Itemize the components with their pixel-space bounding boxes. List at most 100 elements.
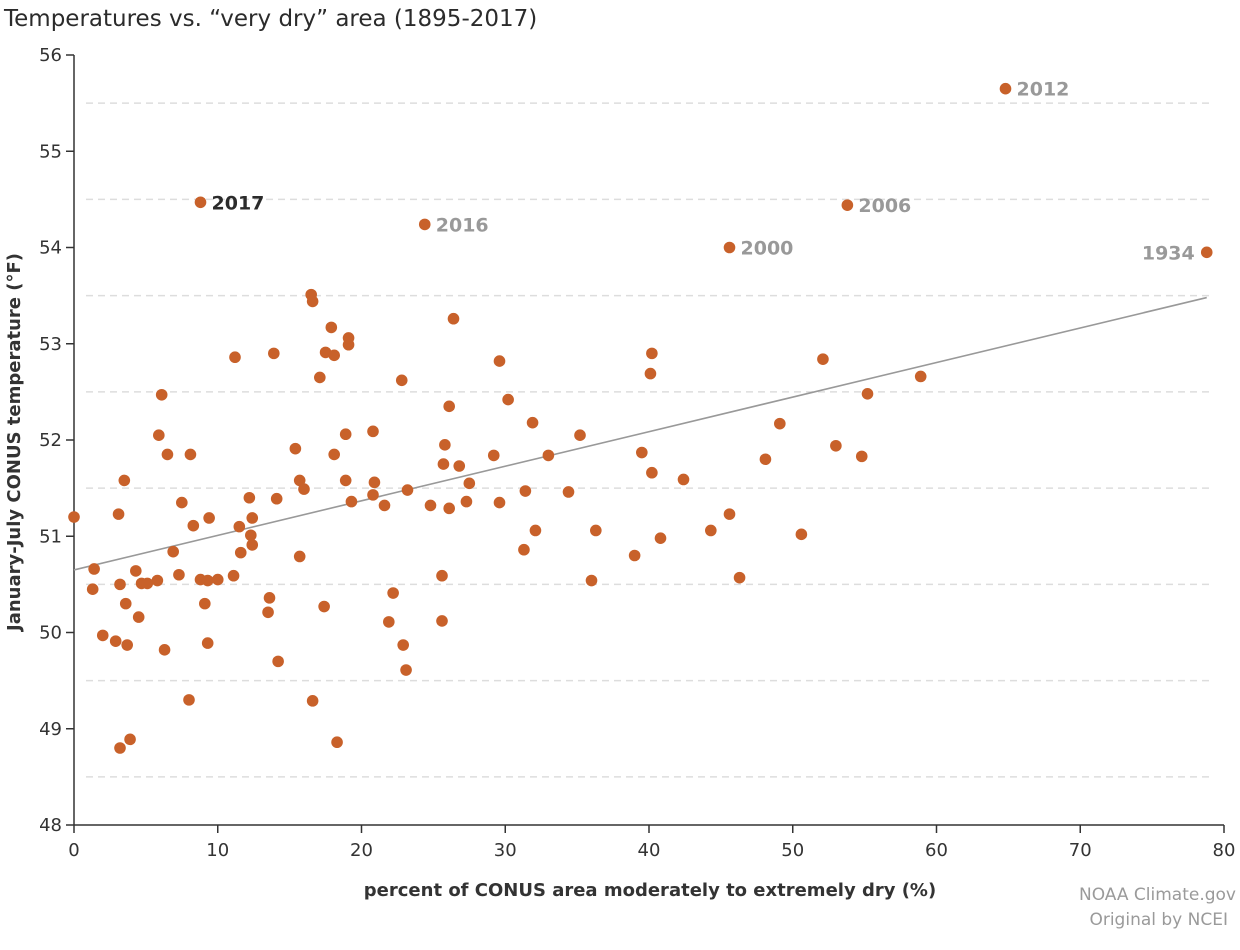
data-point [130,565,142,577]
data-point [167,545,179,558]
data-point [339,474,352,487]
data-point [314,371,326,384]
data-point [176,496,188,509]
data-point [158,644,171,656]
x-tick-label: 70 [1069,840,1092,861]
data-point [855,450,868,463]
data-point [161,448,174,461]
credit-line-1: NOAA Climate.gov [1079,885,1236,905]
data-point [487,449,500,462]
data-point [397,639,409,651]
data-point [636,446,648,459]
data-point [574,429,586,441]
data-point [861,388,874,400]
y-tick-label: 54 [39,238,62,259]
data-point [400,664,412,676]
data-point [268,347,280,360]
data-point [519,485,532,497]
y-axis-label: January-July CONUS temperature (°F) [4,253,25,633]
data-points [68,82,1213,754]
data-point [151,574,164,587]
data-point [272,655,284,668]
data-point [447,312,460,325]
data-point [86,583,99,595]
data-point [234,546,247,559]
data-point [437,458,450,470]
data-point [263,592,276,604]
x-tick-label: 10 [206,840,229,861]
data-point [646,347,658,360]
data-point [914,370,927,383]
data-point [289,442,302,455]
data-point [999,82,1012,95]
x-tick-label: 60 [925,840,948,861]
data-point [439,439,451,451]
x-tick-label: 40 [638,840,661,861]
data-point [121,639,133,651]
data-point [270,492,283,505]
data-point [318,600,330,613]
x-tick-label: 20 [350,840,373,861]
data-point [141,577,154,590]
data-point [114,742,126,754]
data-point [114,578,126,591]
credit-line-2: Original by NCEI [1089,910,1228,930]
data-point [245,529,257,542]
data-point [493,496,506,509]
point-label: 2000 [741,238,794,260]
data-point [155,388,168,401]
data-point [443,502,455,515]
data-point [518,543,530,556]
y-tick-label: 56 [39,45,62,66]
data-point [1200,246,1213,259]
data-point [723,241,736,254]
data-point [68,511,80,523]
data-point [345,495,358,508]
x-tick-label: 80 [1213,840,1236,861]
data-point [759,453,772,466]
data-point [246,512,259,524]
grid-lines [86,102,1212,778]
data-point [424,499,437,512]
data-point [243,491,256,504]
data-point [88,563,100,575]
y-tick-label: 53 [39,334,62,355]
data-point [526,416,539,429]
data-point [246,539,259,551]
data-point [119,597,132,610]
y-tick-label: 52 [39,430,62,451]
data-point [199,597,211,610]
data-point [339,428,352,441]
data-point [585,574,598,587]
data-point [453,460,466,472]
data-point [644,367,657,380]
point-labels: 2017 2016 2012 2006 2000 1934 [212,79,1195,265]
trendline-group [73,296,1207,571]
data-point [733,571,746,584]
data-point [383,616,395,628]
data-point [306,695,319,707]
data-point [183,694,195,706]
data-point [493,355,506,367]
data-point [529,524,542,537]
data-point [817,353,829,365]
data-point [368,476,381,489]
data-point [705,524,717,537]
data-point [109,635,122,647]
data-point [132,611,145,623]
point-label: 2017 [212,192,265,214]
data-point [590,524,602,537]
data-point [418,218,431,231]
data-point [830,439,842,452]
data-point [328,349,340,362]
data-point [331,736,343,749]
data-point [654,532,667,544]
data-point [124,733,136,746]
data-point [436,569,448,582]
data-point [378,499,391,512]
data-point [502,393,514,406]
data-point [293,550,306,563]
axes: 48 49 50 51 52 53 54 55 56 0 10 20 30 40 50 60 70 80 [39,45,1235,861]
data-point [646,466,658,479]
trendline [73,296,1207,571]
